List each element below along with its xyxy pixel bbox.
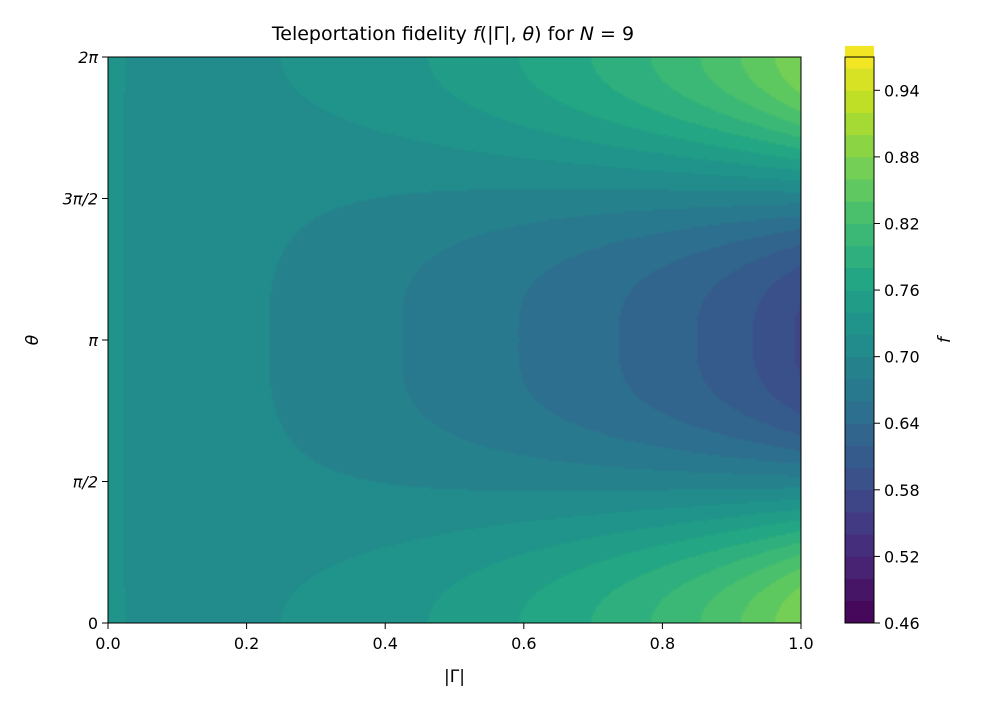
colorbar-band [845,423,874,446]
x-tick-label: 0.0 [95,634,120,653]
chart-title: Teleportation fidelity f(|Γ|, θ) for N =… [271,23,634,45]
x-axis-label: |Γ| [444,667,465,687]
x-tick-label: 0.2 [234,634,259,653]
x-axis: 0.0 0.2 0.4 0.6 0.8 1.0 [95,623,814,653]
colorbar-band [845,290,874,313]
colorbar-tick-label: 0.52 [884,547,920,566]
colorbar-band [845,179,874,202]
colorbar: 0.46 0.52 0.58 0.64 0.70 0.76 0.82 0.88 0.94 f [844,45,955,633]
colorbar-tick-label: 0.58 [884,481,920,500]
colorbar-frame [844,56,875,624]
colorbar-band [845,445,874,469]
colorbar-band [845,401,874,424]
colorbar-band [845,312,874,335]
y-axis: 0 π/2 π 3π/2 2π [63,48,108,633]
y-tick-label: 3π/2 [63,190,98,209]
y-tick-label: 0 [88,614,98,633]
colorbar-tick-label: 0.76 [884,281,920,300]
colorbar-band [845,467,874,491]
colorbar-band [845,489,874,513]
colorbar-band [845,356,874,380]
x-tick-label: 0.8 [650,634,675,653]
colorbar-tick-label: 0.88 [884,148,920,167]
colorbar-band [845,267,874,291]
colorbar-tick-label: 0.64 [884,414,920,433]
colorbar-label: f [935,334,955,343]
colorbar-band [845,90,874,113]
colorbar-band [845,556,874,580]
colorbar-tick-label: 0.70 [884,348,920,367]
y-tick-label: π/2 [73,473,98,492]
y-tick-label: 2π [78,48,98,67]
colorbar-band [845,378,874,402]
contour-field [108,57,801,623]
x-tick-label: 0.4 [372,634,397,653]
colorbar-tick-label: 0.82 [884,214,920,233]
colorbar-band [845,201,874,224]
y-tick-label: π [88,331,98,350]
x-tick-label: 1.0 [788,634,813,653]
colorbar-band [845,578,874,602]
colorbar-band [845,223,874,247]
colorbar-band [845,534,874,557]
y-axis-label: θ [23,334,43,345]
plot-area [107,56,802,624]
colorbar-ticks: 0.46 0.52 0.58 0.64 0.70 0.76 0.82 0.88 0.94 [874,81,920,633]
colorbar-band [845,134,874,158]
colorbar-tick-label: 0.94 [884,81,920,100]
colorbar-band [845,112,874,136]
colorbar-bands [845,45,874,624]
colorbar-tick-label: 0.46 [884,614,920,633]
colorbar-band [845,334,874,358]
colorbar-band [845,68,874,91]
colorbar-band [845,600,874,624]
colorbar-band [845,512,874,535]
x-tick-label: 0.6 [511,634,536,653]
colorbar-band [845,156,874,180]
colorbar-band [845,245,874,269]
